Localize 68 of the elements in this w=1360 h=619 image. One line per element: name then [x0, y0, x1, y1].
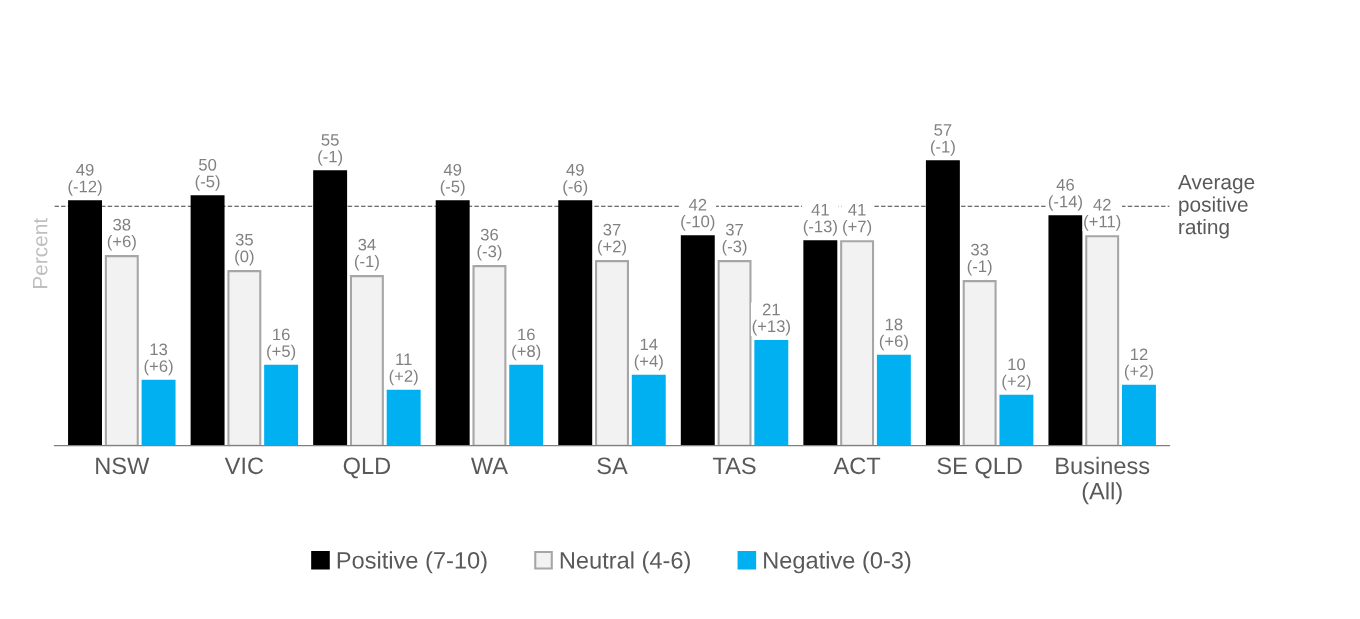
data-label: 49 (-12) [68, 163, 102, 196]
bar [313, 170, 348, 446]
data-label: 35 (0) [235, 233, 254, 266]
bar [1121, 384, 1156, 446]
y-axis-title: Percent [32, 218, 48, 288]
data-label: 33 (-1) [967, 243, 992, 276]
bar [680, 235, 715, 446]
data-label: 37 (-3) [722, 223, 747, 256]
data-label: 57 (-1) [930, 124, 955, 156]
bar [472, 265, 507, 446]
bar [349, 275, 384, 446]
legend-label: Negative (0-3) [764, 551, 911, 574]
data-label: 46 (-14) [1048, 178, 1082, 211]
data-label: 41 (-13) [803, 203, 837, 236]
data-label: 49 (-6) [563, 163, 588, 196]
data-label: 42 (-10) [681, 198, 715, 231]
data-label: 41 (+7) [843, 203, 872, 236]
data-label: 11 (+2) [389, 353, 418, 386]
bar [754, 339, 789, 446]
bar [227, 270, 262, 446]
bar [104, 255, 139, 446]
data-label: 18 (+6) [879, 318, 908, 351]
bar [962, 280, 997, 446]
bar [840, 240, 875, 446]
x-tick-label: NSW [96, 457, 150, 475]
legend-label: Positive (7-10) [337, 551, 487, 574]
bar [925, 160, 960, 446]
bar [717, 260, 752, 446]
x-tick-label: TAS [712, 457, 756, 475]
bar [141, 379, 176, 446]
x-tick-label: QLD [343, 457, 391, 479]
bar [264, 364, 299, 446]
data-label: 36 (-3) [477, 228, 502, 261]
bar [190, 195, 225, 446]
x-tick-label: SA [597, 457, 628, 475]
bar [386, 389, 421, 446]
bar [595, 260, 629, 446]
data-label: 21 (+13) [752, 303, 790, 336]
data-label: 14 (+4) [634, 338, 663, 371]
data-label: 42 (+11) [1084, 198, 1121, 231]
data-label: 49 (-5) [440, 163, 465, 196]
ref-line-label: Average positive rating [1177, 174, 1255, 239]
x-tick-label: ACT [833, 457, 881, 475]
data-label: 50 (-5) [195, 158, 220, 191]
data-label: 38 (+6) [107, 218, 136, 251]
bar [876, 354, 911, 446]
bar [558, 200, 593, 446]
data-label: 12 (+2) [1124, 348, 1153, 381]
data-label: 37 (+2) [597, 223, 627, 256]
data-label: 55 (-1) [318, 134, 343, 166]
bar [435, 200, 470, 446]
bar [631, 374, 666, 446]
data-label: 16 (+5) [267, 328, 296, 361]
x-tick-label: VIC [224, 457, 264, 475]
data-label: 34 (-1) [354, 238, 379, 271]
bar [1048, 215, 1083, 446]
bar [803, 240, 838, 446]
x-tick-label: WA [470, 457, 508, 474]
legend-label: Neutral (4-6) [560, 551, 690, 574]
bar [68, 200, 103, 446]
bar [1085, 235, 1120, 446]
data-label: 16 (+8) [512, 328, 541, 361]
x-tick-label: Business (All) [1056, 456, 1150, 505]
bar [509, 364, 544, 446]
data-label: 13 (+6) [144, 343, 173, 376]
x-tick-label: SE QLD [937, 457, 1022, 479]
bar [999, 394, 1034, 446]
data-label: 10 (+2) [1002, 358, 1031, 391]
